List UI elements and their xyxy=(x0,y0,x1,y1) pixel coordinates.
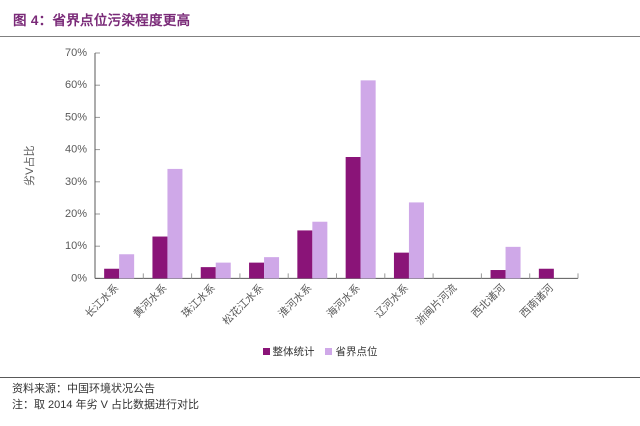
svg-text:30%: 30% xyxy=(65,176,87,188)
svg-text:辽河水系: 辽河水系 xyxy=(373,282,411,320)
svg-text:50%: 50% xyxy=(65,111,87,123)
svg-text:黄河水系: 黄河水系 xyxy=(131,281,170,320)
svg-text:0%: 0% xyxy=(71,272,87,284)
svg-text:西南诸河: 西南诸河 xyxy=(517,281,556,320)
svg-text:长江水系: 长江水系 xyxy=(83,282,121,320)
svg-text:40%: 40% xyxy=(65,144,87,156)
svg-text:海河水系: 海河水系 xyxy=(324,281,363,320)
svg-text:松花江水系: 松花江水系 xyxy=(220,281,266,327)
svg-text:70%: 70% xyxy=(65,47,87,59)
svg-text:西北诸河: 西北诸河 xyxy=(469,282,508,321)
svg-text:劣V占比: 劣V占比 xyxy=(22,146,36,186)
svg-text:10%: 10% xyxy=(65,240,87,252)
svg-text:淮河水系: 淮河水系 xyxy=(276,282,314,320)
svg-text:浙闽片河流: 浙闽片河流 xyxy=(413,281,460,328)
svg-text:珠江水系: 珠江水系 xyxy=(179,281,218,320)
svg-text:20%: 20% xyxy=(65,208,87,220)
svg-text:60%: 60% xyxy=(65,79,87,91)
